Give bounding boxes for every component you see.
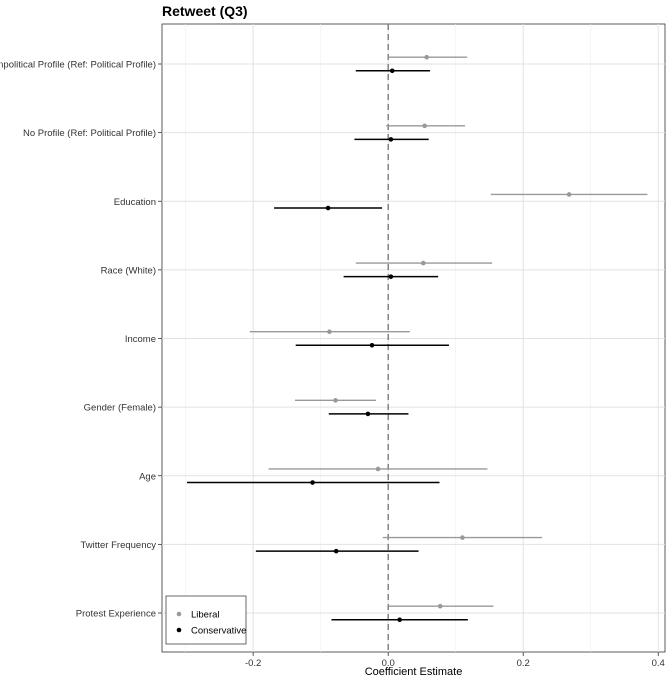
y-tick-label: Race (White) (101, 265, 156, 276)
point-estimate-liberal (327, 329, 332, 335)
y-tick-label: Income (125, 334, 156, 345)
point-estimate-liberal (333, 398, 338, 403)
point-estimate-conservative (310, 480, 315, 485)
legend-key-liberal (176, 611, 182, 617)
x-tick-label: -0.2 (245, 658, 261, 669)
chart-title: Retweet (Q3) (162, 3, 248, 19)
y-axis: Nonpolitical Profile (Ref: Political Pro… (0, 60, 162, 620)
legend-box (165, 595, 247, 645)
legend-label-conservative: Conservative (191, 626, 246, 637)
point-estimate-liberal (566, 192, 572, 197)
y-tick-label: Protest Experience (76, 609, 156, 620)
legend-label-liberal: Liberal (191, 610, 220, 621)
point-estimate-liberal (375, 466, 381, 472)
y-tick-label: Twitter Frequency (81, 540, 157, 551)
y-tick-label: Nonpolitical Profile (Ref: Political Pro… (0, 60, 156, 71)
x-axis: -0.2 0.0 0.2 0.4 (245, 652, 665, 669)
y-tick-label: Gender (Female) (84, 403, 156, 414)
point-estimate-conservative (369, 343, 375, 348)
y-tick-label: No Profile (Ref: Political Profile) (23, 128, 156, 139)
point-estimate-conservative (388, 137, 394, 142)
point-estimate-conservative (333, 548, 339, 554)
data-marks (186, 54, 648, 623)
x-tick-label: 0.0 (382, 658, 395, 669)
point-estimate-liberal (460, 535, 465, 540)
point-estimate-liberal (422, 123, 427, 129)
point-estimate-liberal (420, 260, 426, 266)
point-estimate-liberal (424, 54, 429, 60)
legend-key-conservative (176, 627, 182, 633)
point-estimate-liberal (437, 603, 443, 609)
point-estimate-conservative (325, 205, 331, 211)
point-estimate-conservative (388, 274, 394, 279)
x-axis-label: Coefficient Estimate (365, 666, 463, 678)
x-tick-label: 0.2 (517, 658, 530, 669)
point-estimate-conservative (389, 68, 395, 74)
x-tick-label: 0.4 (652, 658, 665, 669)
point-estimate-conservative (365, 411, 371, 417)
y-tick-label: Age (139, 471, 156, 482)
point-estimate-conservative (397, 617, 402, 623)
legend: Liberal Conservative (165, 595, 247, 645)
y-tick-label: Education (114, 197, 156, 208)
